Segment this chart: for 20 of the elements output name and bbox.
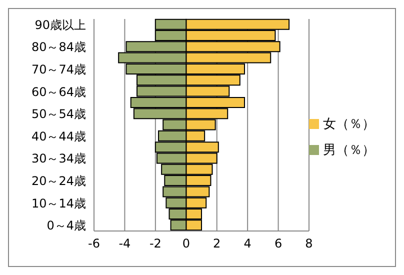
y-tick-label: 30～34歳 (31, 152, 86, 166)
legend-label: 女（％） (323, 116, 375, 132)
x-tick-label: 8 (305, 236, 313, 251)
y-tick-label: 80～84歳 (31, 40, 86, 54)
x-tick-label: 6 (274, 236, 282, 251)
y-tick-label: 0～4歳 (46, 218, 86, 233)
x-tick-label: 2 (213, 236, 221, 251)
y-tick-label: 90歳以上 (34, 18, 86, 32)
y-tick-label: 70～74歳 (31, 62, 86, 76)
y-tick-label: 60～64歳 (31, 84, 86, 99)
y-tick-label: 50～54歳 (31, 107, 86, 122)
x-tick-label: 4 (244, 236, 252, 251)
x-tick-label: 0 (182, 236, 190, 251)
y-tick-label: 10～14歳 (31, 196, 86, 210)
y-tick-label: 20～24歳 (31, 174, 86, 188)
x-tick-label: -6 (88, 236, 100, 251)
legend-label: 男（％） (323, 142, 375, 158)
x-tick-label: -2 (149, 236, 162, 251)
x-tick-label: -4 (118, 236, 131, 251)
y-tick-label: 40～44歳 (31, 129, 86, 144)
